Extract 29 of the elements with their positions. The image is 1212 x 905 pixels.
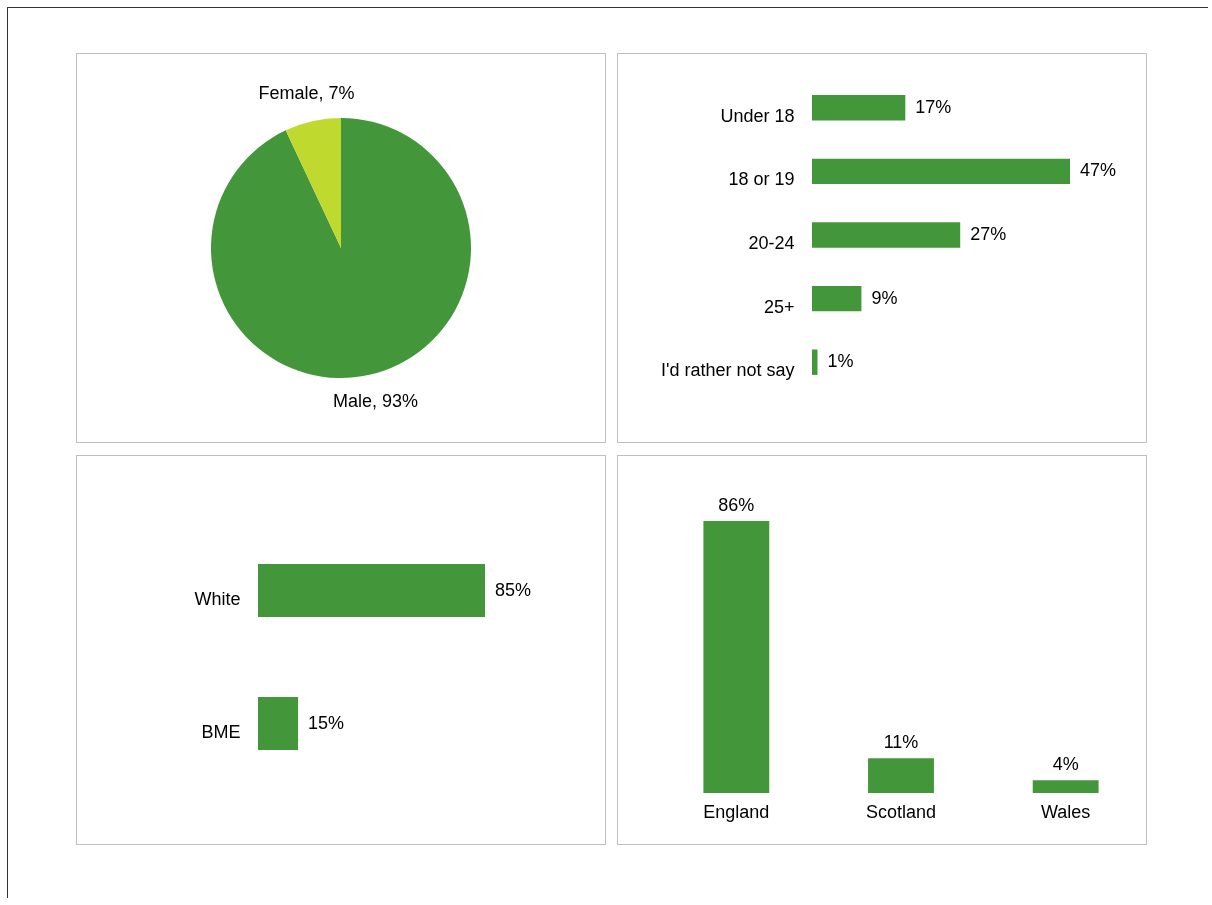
y-tick-label: Under 18 (720, 105, 795, 126)
y-tick-label: 25+ (763, 296, 795, 317)
bar (812, 222, 961, 248)
data-label: 47% (1080, 160, 1117, 181)
pie-slice (285, 118, 341, 248)
bar (812, 349, 818, 375)
bar (812, 95, 906, 121)
data-label: 27% (970, 224, 1007, 244)
y-tick-label: 18 or 19 (728, 169, 795, 190)
x-tick-label: Wales (1040, 801, 1091, 822)
data-label: 11% (883, 732, 919, 753)
slice-label: Male, 93% (332, 391, 418, 412)
slice-label: Female, 7% (258, 82, 355, 103)
y-tick-label: 20-24 (748, 233, 795, 253)
data-label: 15% (308, 712, 345, 733)
data-label: 1% (827, 351, 854, 372)
data-label: 86% (718, 495, 755, 515)
x-tick-label: Scotland (865, 801, 937, 822)
data-label: 17% (915, 96, 952, 117)
data-label: 85% (495, 579, 532, 600)
x-tick-label: England (703, 801, 770, 822)
pie-slice (211, 118, 471, 378)
y-tick-label: White (194, 588, 241, 609)
data-label: 4% (1052, 754, 1079, 775)
y-tick-label: BME (201, 721, 241, 742)
y-tick-label: I'd rather not say (660, 360, 795, 381)
bar (812, 285, 862, 312)
data-label: 9% (871, 287, 898, 308)
bar (812, 158, 1070, 185)
